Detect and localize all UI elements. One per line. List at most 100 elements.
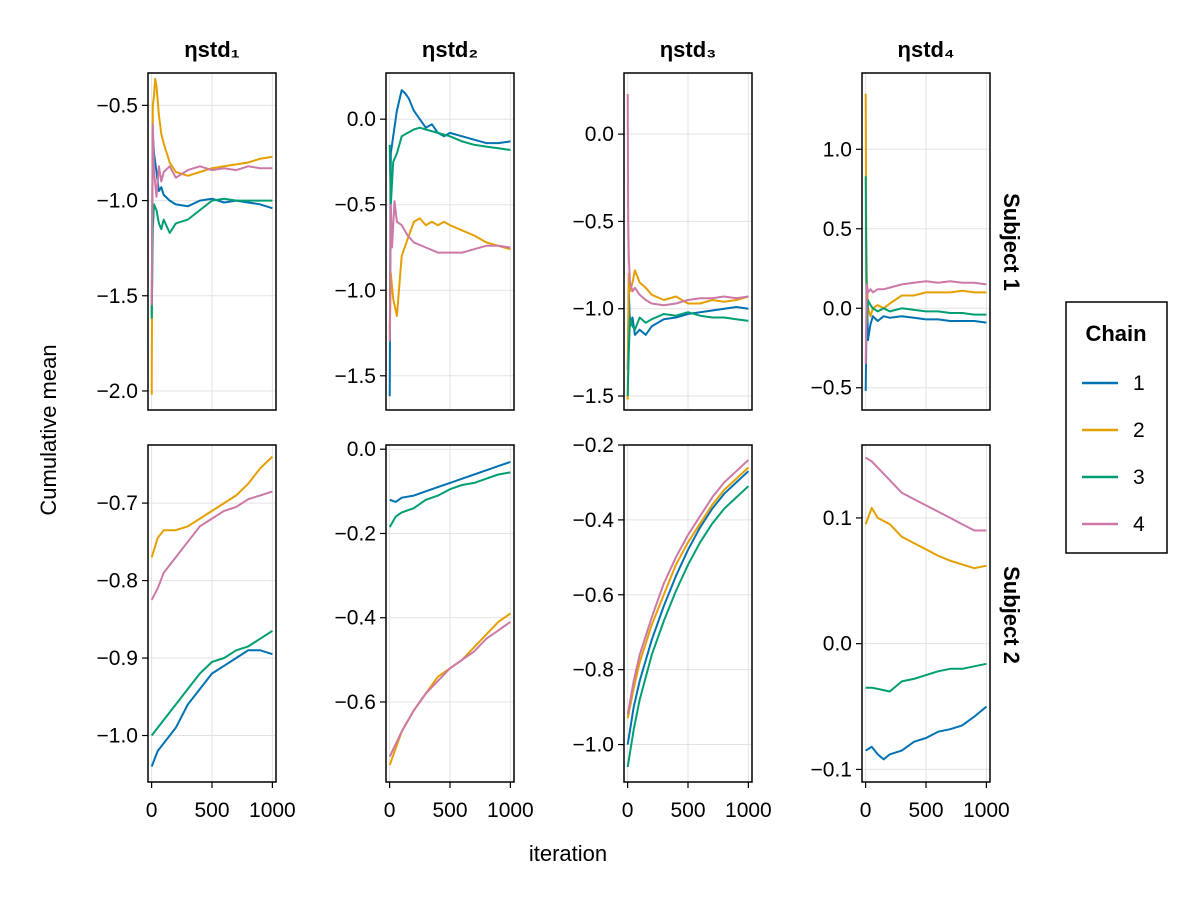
col-title-1: ηstd₁ (184, 37, 240, 62)
x-tick-label: 0 (860, 799, 872, 822)
series-line-chain-4 (626, 93, 749, 307)
y-tick-label: −0.5 (811, 377, 852, 400)
series-line-chain-3 (864, 176, 987, 326)
series-line-chain-1 (865, 705, 988, 761)
y-tick-label: 0.0 (585, 123, 614, 146)
series-line-chain-4 (865, 456, 987, 532)
legend-label-chain-1: 1 (1133, 372, 1145, 395)
y-tick-label: −0.4 (573, 509, 615, 532)
panel-r2-c2: 0.0 −0.2 −0.4 −0.6 0 500 1000 (335, 438, 534, 822)
y-axis-label: Cumulative mean (36, 344, 61, 515)
y-tick-label: −1.0 (573, 734, 614, 757)
series-line-chain-1 (626, 470, 750, 745)
y-tick-label: 1.0 (823, 138, 852, 161)
panel-r1-c1: −0.5 −1.0 −1.5 −2.0 (97, 72, 277, 411)
y-tick-label: −0.5 (335, 194, 376, 217)
panel-r1-c2: 0.0 −0.5 −1.0 −1.5 (335, 72, 515, 411)
series-line-chain-4 (388, 621, 511, 758)
col-title-2: ηstd₂ (422, 37, 478, 62)
y-tick-label: 0.0 (823, 633, 852, 656)
y-tick-label: −2.0 (97, 380, 138, 403)
series-line-chain-1 (864, 291, 987, 391)
panel-frame (147, 72, 277, 411)
series-line-chain-4 (150, 490, 273, 601)
y-tick-label: −0.5 (573, 210, 614, 233)
series-line-chain-2 (388, 217, 511, 334)
row-label-subject-2: Subject 2 (999, 566, 1024, 664)
y-tick-label: 0.5 (823, 218, 852, 241)
y-tick-label: 0.0 (347, 108, 376, 131)
x-tick-label: 1000 (725, 799, 772, 822)
legend-label-chain-3: 3 (1133, 466, 1145, 489)
panel-r1-c3: 0.0 −0.5 −1.0 −1.5 (573, 72, 753, 411)
y-tick-label: −0.6 (573, 584, 614, 607)
y-tick-label: −1.5 (97, 285, 138, 308)
y-tick-label: −1.5 (335, 365, 376, 388)
panel-frame (861, 72, 991, 411)
y-tick-label: −1.5 (573, 385, 614, 408)
legend: Chain 1 2 3 4 (1065, 301, 1168, 554)
series-line-chain-1 (150, 649, 273, 767)
col-title-4: ηstd₄ (898, 37, 955, 62)
panel-r2-c4: 0.1 0.0 −0.1 0 500 1000 (811, 444, 1010, 822)
y-tick-label: −0.2 (573, 434, 614, 457)
y-tick-label: −0.1 (811, 758, 852, 781)
x-tick-label: 1000 (487, 799, 534, 822)
series-line-chain-3 (388, 471, 511, 528)
y-tick-label: −0.8 (97, 570, 138, 593)
y-tick-label: −0.5 (97, 94, 138, 117)
x-tick-label: 1000 (249, 799, 296, 822)
panel-frame (385, 72, 515, 411)
legend-label-chain-4: 4 (1133, 513, 1145, 536)
y-tick-label: −0.8 (573, 659, 614, 682)
series-line-chain-4 (388, 200, 511, 342)
y-tick-label: 0.0 (347, 438, 376, 461)
x-tick-label: 500 (670, 799, 705, 822)
panel-r1-c4: 1.0 0.5 0.0 −0.5 (811, 72, 991, 411)
y-tick-label: −0.6 (335, 691, 376, 714)
x-tick-label: 0 (146, 799, 158, 822)
series-line-chain-3 (388, 126, 511, 206)
series-line-chain-4 (626, 459, 750, 715)
legend-label-chain-2: 2 (1133, 419, 1145, 442)
y-tick-label: −1.0 (573, 298, 614, 321)
y-tick-label: −0.9 (97, 647, 138, 670)
x-tick-label: 1000 (963, 799, 1010, 822)
y-tick-label: −1.0 (97, 190, 138, 213)
series-line-chain-3 (626, 311, 749, 397)
series-line-chain-3 (150, 630, 273, 737)
x-axis-label: iteration (529, 841, 607, 866)
x-tick-label: 0 (622, 799, 634, 822)
series-line-chain-2 (626, 466, 750, 719)
y-tick-label: −1.0 (97, 725, 138, 748)
x-tick-label: 500 (908, 799, 943, 822)
series-line-chain-1 (389, 460, 511, 503)
y-tick-label: −1.0 (335, 279, 376, 302)
series-line-chain-1 (388, 89, 511, 397)
panels-group: −0.5 −1.0 −1.5 −2.0 0.0 −0.5 −1.0 −1.5 0.0 −0.5 −1… (97, 72, 1010, 822)
y-tick-label: −0.2 (335, 522, 376, 545)
series-line-chain-3 (865, 662, 987, 693)
legend-frame (1065, 301, 1168, 554)
row-label-subject-1: Subject 1 (999, 193, 1024, 291)
series-line-chain-4 (150, 123, 273, 306)
col-title-3: ηstd₃ (660, 37, 717, 62)
series-line-chain-2 (150, 77, 273, 395)
series-line-chain-4 (864, 280, 987, 364)
x-tick-label: 500 (432, 799, 467, 822)
series-line-chain-2 (150, 455, 274, 558)
x-tick-label: 500 (194, 799, 229, 822)
panel-r2-c1: −0.7 −0.8 −0.9 −1.0 0 500 1000 (97, 444, 296, 822)
panel-r2-c3: −0.2 −0.4 −0.6 −0.8 −1.0 0 500 1000 (573, 434, 772, 822)
y-tick-label: −0.4 (335, 607, 377, 630)
legend-title: Chain (1085, 321, 1146, 346)
y-tick-label: −0.7 (97, 492, 138, 515)
series-line-chain-2 (864, 506, 987, 570)
x-tick-label: 0 (384, 799, 396, 822)
series-line-chain-3 (150, 197, 273, 319)
series-line-chain-3 (626, 485, 750, 768)
panel-frame (623, 72, 753, 411)
y-tick-label: 0.1 (823, 507, 852, 530)
y-tick-label: 0.0 (823, 297, 852, 320)
